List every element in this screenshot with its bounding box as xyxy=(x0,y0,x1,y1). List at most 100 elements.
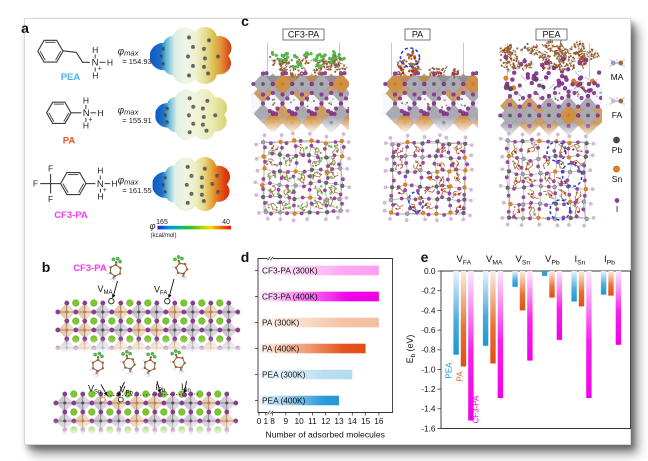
svg-text:C: C xyxy=(190,174,193,178)
svg-text:F: F xyxy=(48,164,53,174)
svg-text:φmax: φmax xyxy=(118,176,139,187)
svg-text:C: C xyxy=(192,64,195,68)
svg-text:PEA (300K): PEA (300K) xyxy=(262,370,306,380)
svg-text:H: H xyxy=(162,62,165,66)
svg-text:PEA: PEA xyxy=(445,362,454,379)
svg-text:CF3-PA (300K): CF3-PA (300K) xyxy=(262,266,318,276)
svg-text:PA: PA xyxy=(412,30,423,40)
svg-text:c: c xyxy=(241,13,249,29)
svg-text:N: N xyxy=(164,113,167,117)
svg-text:H: H xyxy=(166,107,169,111)
svg-text:VFA: VFA xyxy=(457,254,472,266)
svg-text:a: a xyxy=(21,20,29,36)
svg-text:N: N xyxy=(83,108,90,119)
svg-text:-1.6: -1.6 xyxy=(421,423,436,433)
svg-text:IPb: IPb xyxy=(156,382,167,394)
svg-text:VPb: VPb xyxy=(120,385,134,397)
svg-text:C: C xyxy=(192,122,195,126)
svg-text:H: H xyxy=(208,38,211,42)
svg-text:C: C xyxy=(202,123,205,127)
svg-text:CF3-PA: CF3-PA xyxy=(54,210,88,221)
svg-text:-0.8: -0.8 xyxy=(421,345,436,355)
svg-text:H: H xyxy=(205,129,208,133)
svg-text:VFA: VFA xyxy=(154,285,167,297)
svg-text:VMA: VMA xyxy=(98,284,113,296)
svg-text:PA (400K): PA (400K) xyxy=(262,344,299,354)
svg-text:PA: PA xyxy=(63,136,76,147)
svg-text:40: 40 xyxy=(222,219,230,226)
svg-text:Number of adsorbed molecules: Number of adsorbed molecules xyxy=(265,430,384,440)
svg-text:C: C xyxy=(202,107,205,111)
svg-text:C: C xyxy=(203,65,206,69)
svg-text:H: H xyxy=(111,179,117,189)
svg-text:-0.6: -0.6 xyxy=(421,325,436,335)
svg-text:H: H xyxy=(164,176,167,180)
svg-text:Pb: Pb xyxy=(612,145,623,155)
svg-text:F: F xyxy=(48,194,53,204)
svg-text:H: H xyxy=(98,108,104,118)
svg-text:C: C xyxy=(188,113,191,117)
svg-text:C: C xyxy=(203,47,206,51)
svg-text:VPb: VPb xyxy=(545,254,560,266)
svg-text:16: 16 xyxy=(374,416,384,426)
svg-text:PA (300K): PA (300K) xyxy=(262,318,299,328)
svg-text:CF3-PA: CF3-PA xyxy=(472,395,481,424)
svg-text:IPb: IPb xyxy=(604,254,615,266)
svg-text:MA: MA xyxy=(611,72,624,82)
svg-text:= 161.55: = 161.55 xyxy=(122,186,151,195)
svg-text:H: H xyxy=(189,96,192,100)
svg-text:C: C xyxy=(204,57,207,61)
svg-text:C: C xyxy=(201,193,204,197)
svg-text:C: C xyxy=(211,182,214,186)
svg-text:-1.2: -1.2 xyxy=(421,384,436,394)
svg-text:C: C xyxy=(192,45,195,49)
svg-text:H: H xyxy=(166,120,169,124)
svg-text:F: F xyxy=(217,190,219,194)
svg-text:-1.4: -1.4 xyxy=(421,404,436,414)
svg-text:= 154.93: = 154.93 xyxy=(122,57,151,66)
svg-text:C: C xyxy=(192,105,195,109)
svg-text:H: H xyxy=(92,45,98,55)
svg-text:9: 9 xyxy=(283,416,288,426)
svg-text:11: 11 xyxy=(308,416,317,426)
svg-text:C: C xyxy=(203,115,206,119)
svg-text:12: 12 xyxy=(321,416,331,426)
svg-text:H: H xyxy=(92,71,98,81)
svg-text:-0.2: -0.2 xyxy=(421,286,436,296)
svg-text:= 155.91: = 155.91 xyxy=(122,116,151,125)
svg-text:H: H xyxy=(188,36,191,40)
svg-text:C: C xyxy=(201,176,204,180)
svg-text:FA: FA xyxy=(612,110,623,120)
svg-text:N: N xyxy=(97,179,104,190)
svg-text:F: F xyxy=(33,178,38,188)
svg-text:PA: PA xyxy=(456,371,465,382)
svg-text:0.0: 0.0 xyxy=(424,266,436,276)
svg-text:φmax: φmax xyxy=(118,47,139,58)
svg-text:H: H xyxy=(217,55,220,59)
svg-text:PEA: PEA xyxy=(61,72,81,83)
svg-text:C: C xyxy=(187,55,190,59)
svg-text:13: 13 xyxy=(334,416,344,426)
svg-text:d: d xyxy=(241,249,250,265)
svg-text:H: H xyxy=(107,57,113,67)
svg-text:VSn: VSn xyxy=(516,254,531,266)
svg-text:10: 10 xyxy=(294,416,304,426)
svg-text:(kcal/mol): (kcal/mol) xyxy=(150,233,176,239)
svg-text:8: 8 xyxy=(270,416,275,426)
svg-text:H: H xyxy=(187,201,190,205)
svg-text:H: H xyxy=(207,72,210,76)
svg-text:F: F xyxy=(216,174,218,178)
svg-text:ISn: ISn xyxy=(181,382,191,394)
svg-text:+: + xyxy=(88,117,92,124)
svg-text:-1.0: -1.0 xyxy=(421,364,436,374)
svg-text:N: N xyxy=(162,183,165,187)
svg-text:H: H xyxy=(83,95,89,105)
svg-text:Eb (eV): Eb (eV) xyxy=(405,335,417,364)
svg-text:H: H xyxy=(97,192,103,202)
svg-text:VMA: VMA xyxy=(486,254,503,266)
svg-text:H: H xyxy=(97,166,103,176)
svg-text:e: e xyxy=(421,249,429,265)
svg-text:CF3-PA: CF3-PA xyxy=(73,263,107,274)
svg-text:H: H xyxy=(206,99,209,103)
svg-text:φ: φ xyxy=(150,221,156,231)
